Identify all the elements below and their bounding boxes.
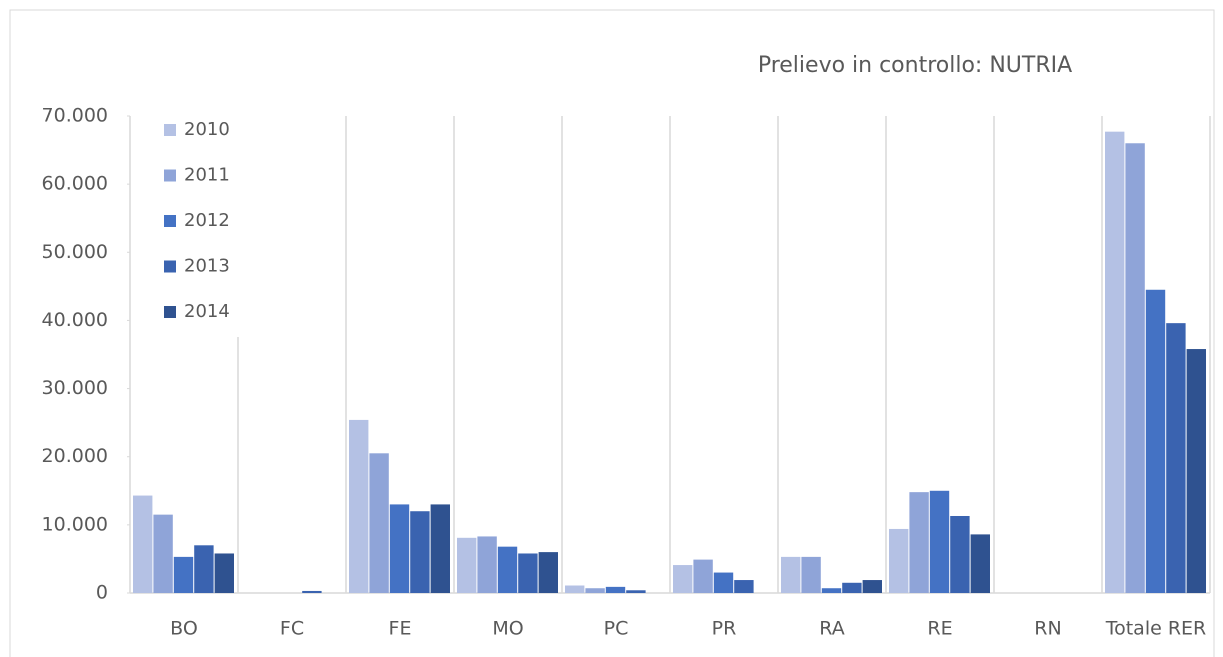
x-tick-label: FE [389, 618, 412, 640]
legend-label: 2010 [184, 119, 230, 140]
y-tick-label: 40.000 [42, 309, 108, 331]
x-tick-label: RE [927, 618, 952, 640]
bar [889, 528, 909, 593]
bar [909, 492, 929, 593]
bar [801, 556, 821, 593]
bar [1125, 143, 1145, 593]
bar [518, 553, 538, 593]
x-tick-label: BO [170, 618, 198, 640]
bar [842, 582, 862, 593]
bar [349, 419, 369, 593]
legend-swatch [164, 124, 176, 136]
legend-label: 2012 [184, 210, 230, 231]
bar [950, 515, 970, 593]
bar [1186, 349, 1206, 593]
bar [133, 495, 153, 593]
bar [410, 511, 430, 593]
bar [970, 534, 990, 593]
bar [430, 504, 450, 593]
x-tick-label: PC [604, 618, 629, 640]
legend-swatch [164, 260, 176, 273]
legend-swatch [164, 306, 176, 318]
bar [605, 586, 626, 593]
bar [929, 490, 950, 593]
bar [538, 552, 558, 593]
bar [457, 537, 477, 593]
x-tick-label: RA [819, 618, 844, 640]
bar [693, 559, 713, 593]
bar [1105, 131, 1125, 593]
chart-title: Prelievo in controllo: NUTRIA [758, 53, 1072, 78]
bar [153, 514, 173, 593]
bar [734, 580, 754, 593]
y-tick-label: 60.000 [42, 173, 108, 195]
bar [862, 580, 882, 593]
x-tick-label: FC [280, 618, 304, 640]
legend-label: 2014 [184, 301, 230, 322]
x-tick-label: MO [492, 618, 523, 640]
bar [1166, 323, 1186, 593]
x-tick-label: PR [712, 618, 737, 640]
y-tick-label: 10.000 [42, 513, 108, 535]
bar [369, 453, 389, 593]
legend-swatch [164, 169, 176, 182]
bar [194, 545, 214, 593]
y-tick-label: 50.000 [42, 241, 108, 263]
bar [214, 553, 234, 593]
x-tick-label: Totale RER [1105, 618, 1207, 640]
bar [673, 565, 693, 593]
bar [389, 504, 410, 593]
y-tick-label: 20.000 [42, 445, 108, 467]
bar [585, 588, 605, 593]
bar [626, 590, 646, 593]
y-tick-label: 30.000 [42, 377, 108, 399]
bar [565, 585, 585, 593]
bar [477, 536, 497, 593]
legend-swatch [164, 215, 176, 227]
bar [713, 572, 734, 593]
bar [781, 556, 801, 593]
y-tick-label: 0 [96, 582, 108, 604]
y-tick-label: 70.000 [42, 105, 108, 127]
x-tick-label: RN [1034, 618, 1061, 640]
bar [173, 556, 194, 593]
legend-label: 2011 [184, 165, 230, 186]
bar [497, 546, 518, 593]
bar [821, 588, 842, 593]
bar [302, 590, 322, 593]
legend-label: 2013 [184, 256, 230, 277]
bar [1145, 289, 1166, 593]
